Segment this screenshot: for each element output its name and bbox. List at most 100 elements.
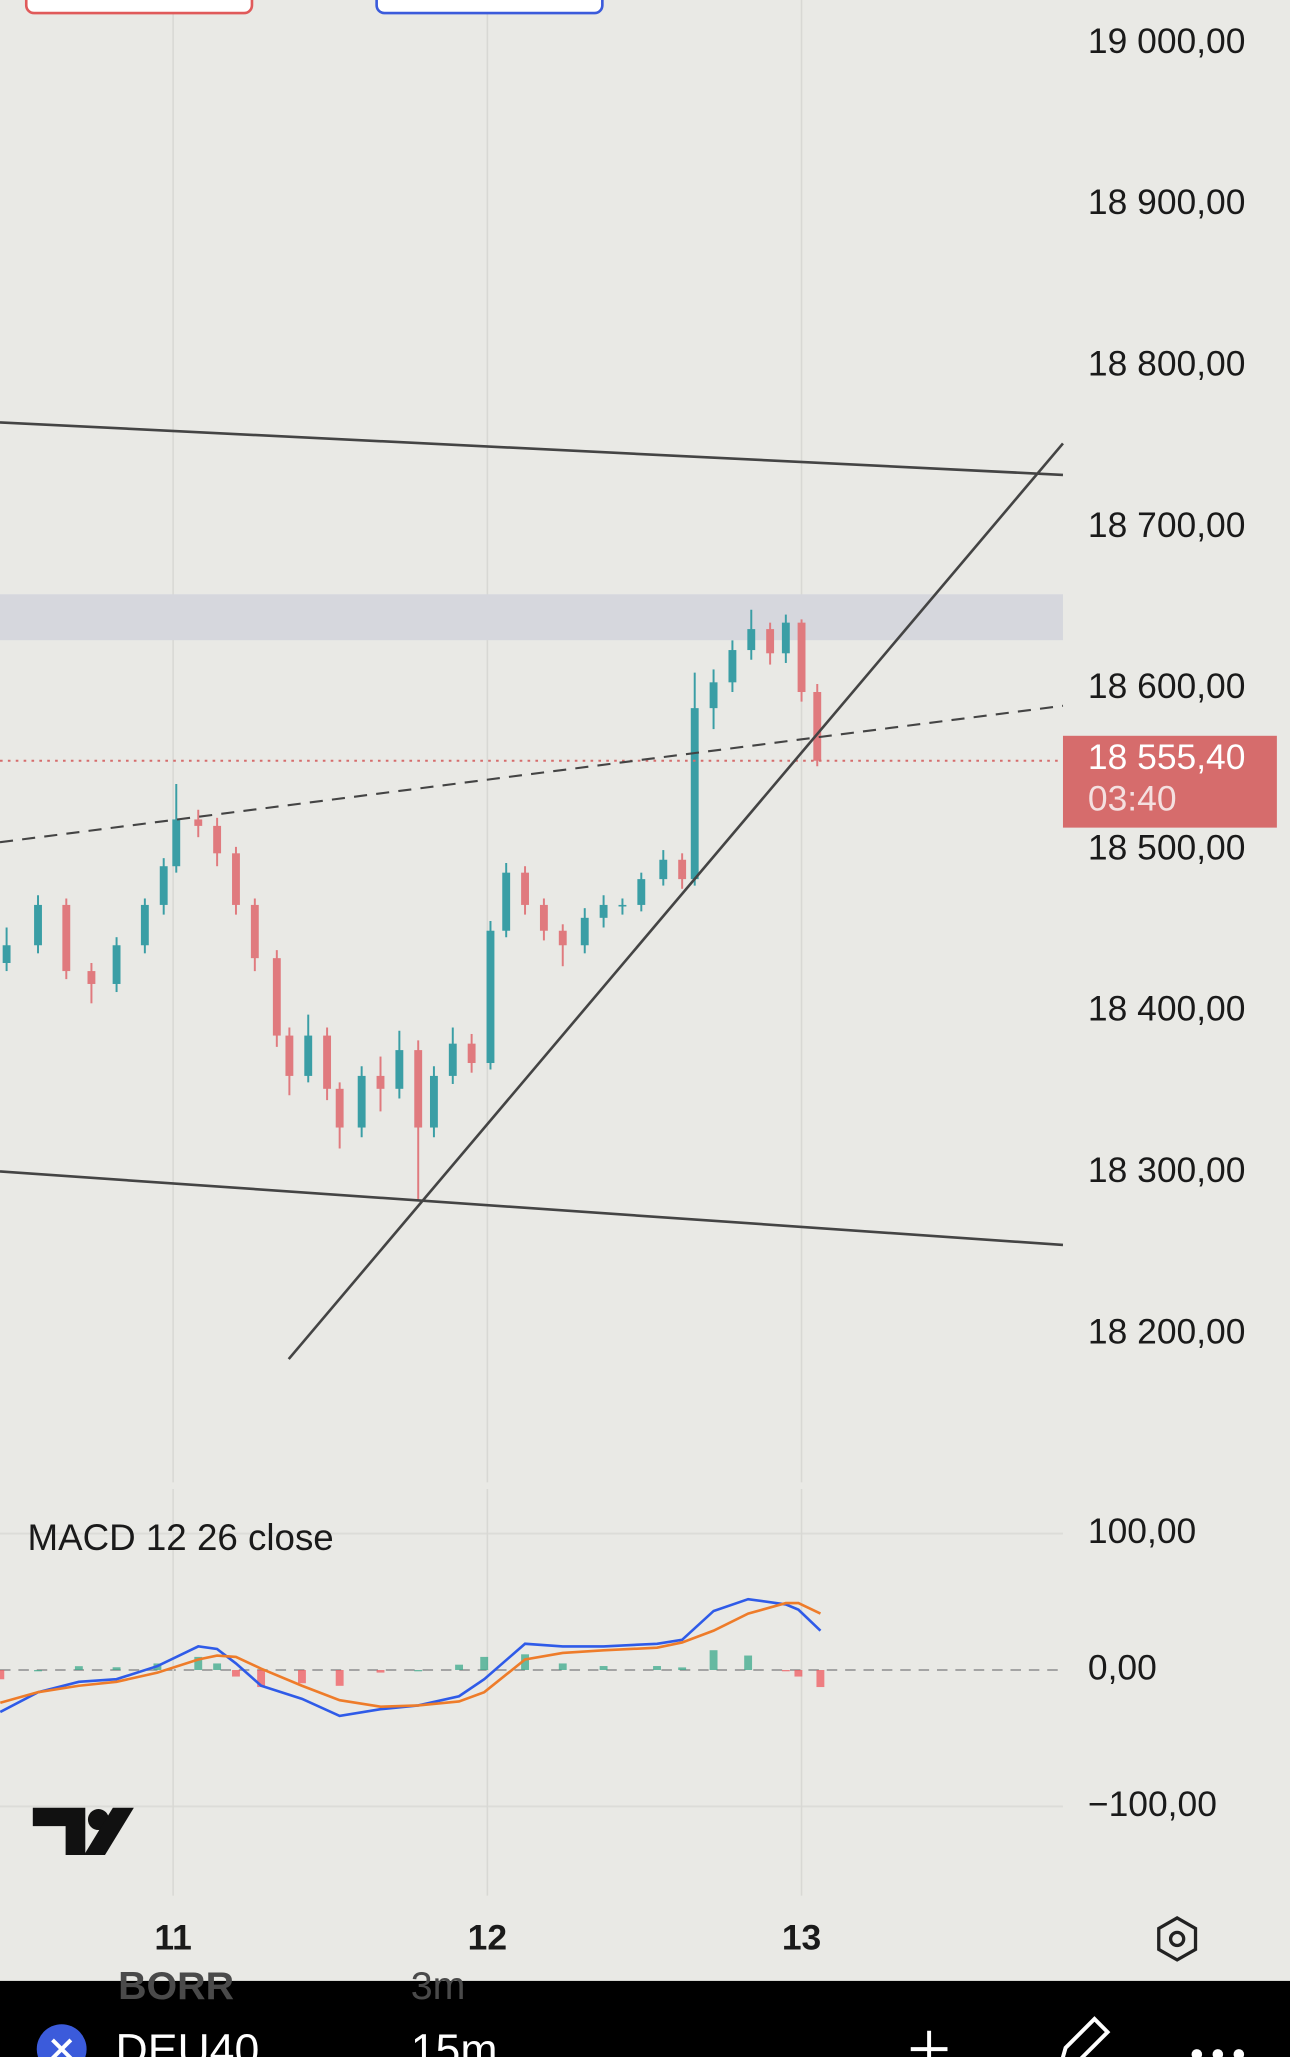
histogram-bar bbox=[34, 1669, 42, 1672]
candle-body bbox=[448, 1043, 457, 1076]
y-tick-label: −100,00 bbox=[1088, 1784, 1217, 1824]
candle-body bbox=[797, 622, 806, 693]
interval[interactable]: 15m bbox=[411, 2026, 498, 2057]
histogram-bar bbox=[298, 1669, 306, 1684]
candle-body bbox=[467, 1043, 476, 1064]
last-price-label: 18 555,40 bbox=[1088, 737, 1246, 777]
labels-layer: 18 200,00 18 300,00 18 400,00 18 500,00 18 6… bbox=[154, 21, 1277, 1958]
x-tick-label: 12 bbox=[468, 1918, 507, 1958]
candle-body bbox=[678, 859, 687, 880]
histogram-bar bbox=[678, 1667, 687, 1670]
candle-body bbox=[539, 904, 548, 931]
candle-body bbox=[709, 682, 718, 709]
candle-body bbox=[659, 859, 668, 880]
y-tick-label: 18 300,00 bbox=[1088, 1150, 1246, 1190]
candle-body bbox=[272, 958, 281, 1036]
y-tick-label: 18 600,00 bbox=[1088, 666, 1246, 706]
prev-interval[interactable]: 3m bbox=[411, 1964, 466, 2008]
candle-body bbox=[323, 1035, 332, 1089]
candle-body bbox=[580, 917, 589, 946]
trend-line bbox=[287, 442, 1064, 1360]
histogram-bar bbox=[781, 1669, 790, 1672]
price-zone bbox=[0, 594, 1063, 641]
trend-line bbox=[0, 421, 1064, 477]
histogram-bar bbox=[480, 1656, 489, 1670]
more-dot[interactable] bbox=[1212, 2049, 1224, 2057]
candle-body bbox=[232, 853, 240, 905]
histogram-bar bbox=[257, 1669, 266, 1688]
symbol-icon-x bbox=[51, 2038, 73, 2057]
candle-body bbox=[335, 1088, 344, 1128]
prev-symbol[interactable]: BORR bbox=[118, 1964, 234, 2008]
candle-body bbox=[194, 819, 203, 826]
settings-dot[interactable] bbox=[1168, 1930, 1186, 1948]
candle-body bbox=[747, 629, 756, 651]
y-tick-label: 19 000,00 bbox=[1088, 21, 1246, 61]
macd-line bbox=[0, 1601, 822, 1709]
candle-body bbox=[112, 945, 121, 984]
candle-body bbox=[637, 879, 646, 905]
bottom-bar bbox=[0, 1980, 1290, 2057]
y-tick-label: 18 200,00 bbox=[1088, 1311, 1246, 1351]
candle-body bbox=[140, 904, 149, 946]
histogram-bar bbox=[521, 1654, 529, 1670]
draw-icon[interactable] bbox=[1060, 2016, 1111, 2057]
y-tick-label: 18 500,00 bbox=[1088, 827, 1246, 867]
indicator-title: MACD 12 26 close bbox=[28, 1517, 334, 1558]
histogram-bar bbox=[112, 1667, 121, 1670]
y-tick-label: 18 800,00 bbox=[1088, 344, 1246, 384]
settings-icon[interactable] bbox=[1157, 1916, 1198, 1962]
histogram-bar bbox=[376, 1669, 385, 1673]
trend-line bbox=[0, 1170, 1064, 1247]
candle-body bbox=[250, 904, 259, 959]
last-price-box bbox=[1062, 735, 1277, 828]
candle-body bbox=[558, 930, 567, 946]
x-tick-label: 13 bbox=[782, 1918, 821, 1958]
symbol[interactable]: DEU40 bbox=[115, 2026, 259, 2057]
histogram-bar bbox=[558, 1663, 567, 1670]
candle-body bbox=[813, 692, 822, 761]
symbol-icon[interactable] bbox=[36, 2024, 87, 2057]
candle-body bbox=[87, 971, 96, 984]
y-tick-label: 18 900,00 bbox=[1088, 182, 1246, 222]
histogram-bar bbox=[213, 1663, 222, 1670]
y-tick-label: 100,00 bbox=[1088, 1511, 1196, 1551]
logo-part bbox=[83, 1807, 134, 1855]
countdown-label: 03:40 bbox=[1088, 779, 1177, 819]
candle-body bbox=[599, 904, 608, 918]
top-button[interactable] bbox=[24, 0, 254, 15]
trend-line bbox=[0, 704, 1064, 844]
add-icon[interactable] bbox=[910, 2030, 948, 2057]
grid-layer bbox=[0, 0, 1063, 1896]
histogram-bar bbox=[414, 1669, 423, 1672]
y-tick-label: 18 400,00 bbox=[1088, 989, 1246, 1029]
logo-part bbox=[32, 1807, 86, 1855]
histogram-bar bbox=[335, 1669, 344, 1686]
candle-body bbox=[159, 866, 168, 905]
candle-body bbox=[62, 904, 71, 972]
candle-body bbox=[172, 819, 181, 867]
histogram-bar bbox=[455, 1664, 463, 1670]
more-dot[interactable] bbox=[1233, 2049, 1245, 2057]
top-button[interactable] bbox=[375, 0, 604, 15]
histogram-bar bbox=[709, 1650, 718, 1670]
candle-body bbox=[395, 1050, 404, 1089]
candle-body bbox=[728, 650, 737, 683]
candle-body bbox=[376, 1075, 385, 1089]
candle-body bbox=[521, 872, 529, 905]
histogram-bar bbox=[194, 1656, 203, 1670]
more-dot[interactable] bbox=[1191, 2049, 1203, 2057]
candle-body bbox=[304, 1035, 313, 1076]
candle-body bbox=[781, 622, 790, 654]
settings-hex[interactable] bbox=[1157, 1916, 1198, 1962]
candle-body bbox=[34, 904, 42, 946]
more-icon[interactable] bbox=[1191, 2049, 1245, 2057]
histogram-bar bbox=[74, 1666, 83, 1670]
candle-body bbox=[414, 1050, 423, 1128]
candle-body bbox=[618, 904, 627, 907]
marks-layer bbox=[0, 609, 1063, 1718]
histogram-bar bbox=[744, 1655, 753, 1670]
